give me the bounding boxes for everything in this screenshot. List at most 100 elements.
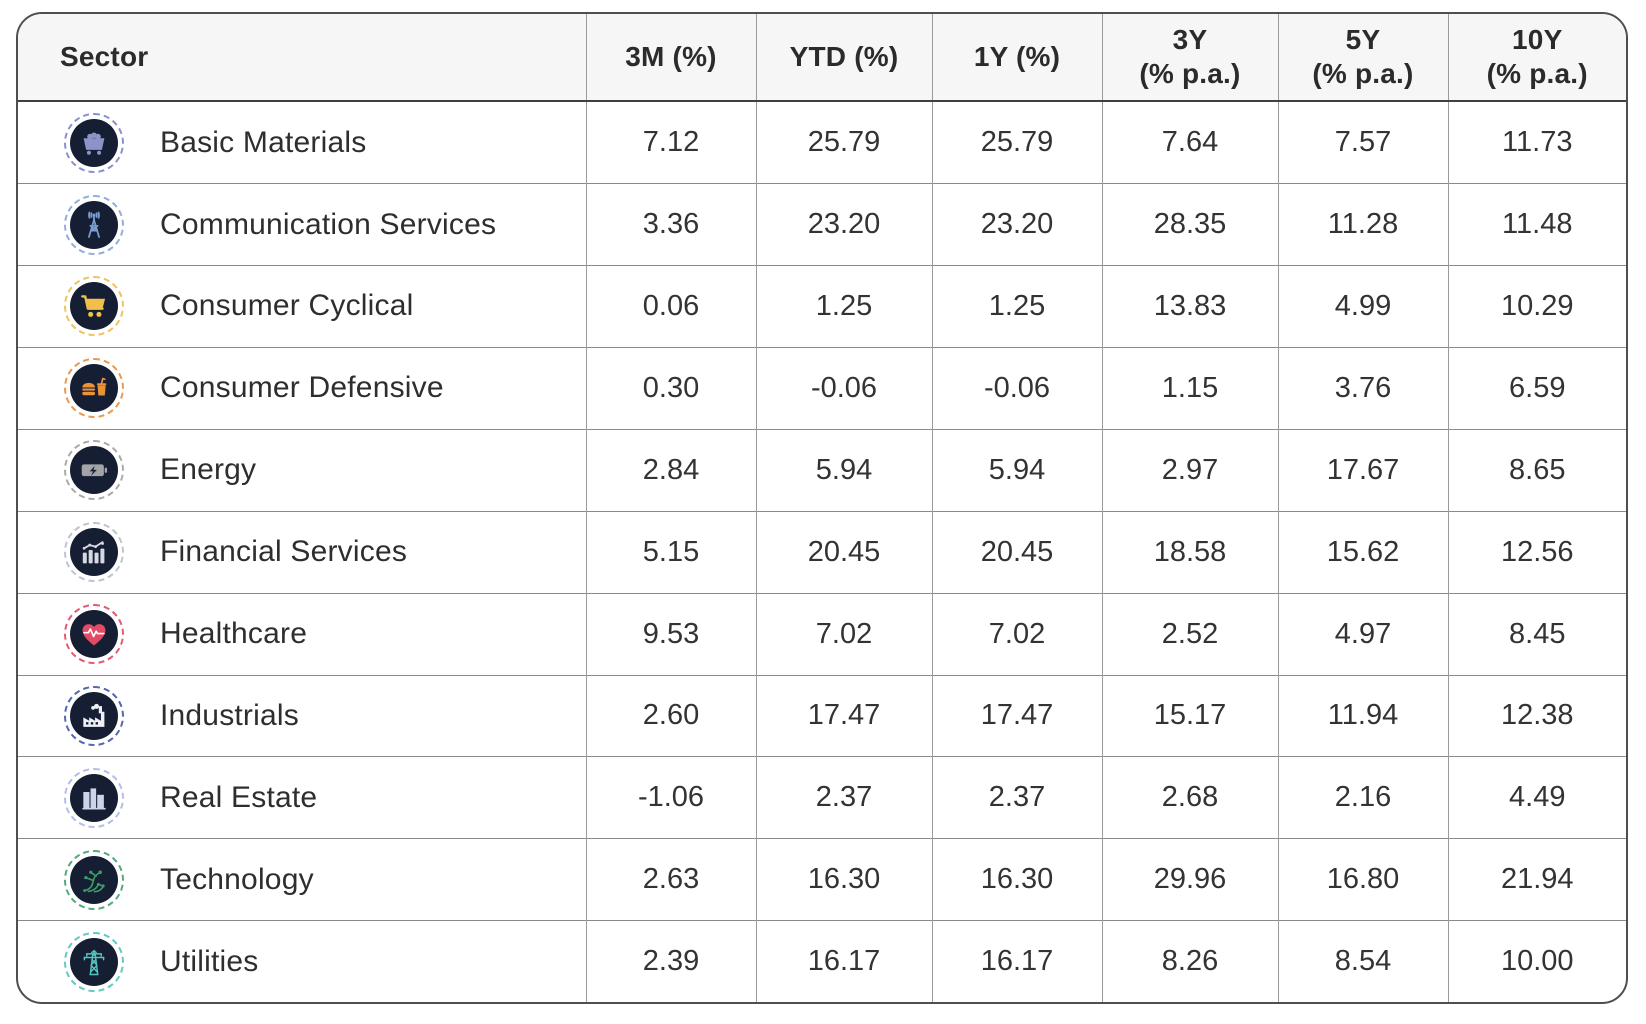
value-cell-3y: 8.26 — [1101, 920, 1278, 1002]
value-cell-ytd: 20.45 — [755, 510, 932, 594]
value-cell-10y: 11.73 — [1447, 101, 1626, 184]
sector-performance-table: Sector 3M (%) YTD (%) 1Y (%) 3Y (% p.a.)… — [16, 12, 1628, 1004]
value-cell-3y: 7.64 — [1101, 101, 1278, 184]
value-cell-1y: -0.06 — [931, 346, 1102, 430]
power-pylon-icon — [64, 931, 124, 992]
value-cell-ytd: 25.79 — [755, 101, 932, 184]
burger-drink-icon — [64, 358, 124, 419]
sector-label: Healthcare — [160, 617, 308, 651]
value-cell-3y: 1.15 — [1101, 346, 1278, 430]
value-cell-3y: 29.96 — [1101, 838, 1278, 921]
value-cell-3m: 3.36 — [585, 183, 756, 266]
sector-cell: Utilities — [18, 920, 586, 1002]
sector-cell: Financial Services — [18, 510, 586, 594]
header-row: Sector 3M (%) YTD (%) 1Y (%) 3Y (% p.a.)… — [18, 14, 1626, 102]
value-cell-3m: 2.60 — [585, 674, 756, 757]
table-row: Energy 2.84 5.94 5.94 2.97 17.67 8.65 — [18, 428, 1626, 512]
sector-label: Industrials — [160, 698, 299, 732]
value-cell-3y: 13.83 — [1101, 264, 1278, 348]
value-cell-3m: 9.53 — [585, 592, 756, 676]
radio-tower-icon — [64, 194, 124, 255]
table-body: Basic Materials 7.12 25.79 25.79 7.64 7.… — [18, 101, 1626, 1002]
value-cell-3m: 5.15 — [585, 510, 756, 594]
table-row: Communication Services 3.36 23.20 23.20 … — [18, 183, 1626, 266]
value-cell-ytd: 16.30 — [755, 838, 932, 921]
value-cell-5y: 4.97 — [1277, 592, 1448, 676]
table-row: Real Estate -1.06 2.37 2.37 2.68 2.16 4.… — [18, 756, 1626, 839]
value-cell-1y: 16.17 — [931, 920, 1102, 1002]
value-cell-5y: 15.62 — [1277, 510, 1448, 594]
value-cell-5y: 8.54 — [1277, 920, 1448, 1002]
value-cell-3y: 2.68 — [1101, 756, 1278, 839]
value-cell-1y: 7.02 — [931, 592, 1102, 676]
sector-cell: Healthcare — [18, 592, 586, 676]
value-cell-10y: 8.65 — [1447, 428, 1626, 512]
sector-cell: Industrials — [18, 674, 586, 757]
table-row: Consumer Cyclical 0.06 1.25 1.25 13.83 4… — [18, 264, 1626, 348]
table-row: Utilities 2.39 16.17 16.17 8.26 8.54 10.… — [18, 920, 1626, 1002]
value-cell-10y: 12.56 — [1447, 510, 1626, 594]
col-header-sector: Sector — [18, 14, 586, 102]
value-cell-1y: 1.25 — [931, 264, 1102, 348]
table-row: Industrials 2.60 17.47 17.47 15.17 11.94… — [18, 674, 1626, 757]
battery-icon — [64, 440, 124, 501]
value-cell-1y: 16.30 — [931, 838, 1102, 921]
value-cell-1y: 25.79 — [931, 101, 1102, 184]
sector-label: Consumer Defensive — [160, 371, 444, 405]
table-row: Healthcare 9.53 7.02 7.02 2.52 4.97 8.45 — [18, 592, 1626, 676]
sector-cell: Consumer Cyclical — [18, 264, 586, 348]
value-cell-1y: 20.45 — [931, 510, 1102, 594]
bar-chart-icon — [64, 522, 124, 583]
sector-cell: Communication Services — [18, 183, 586, 266]
value-cell-1y: 17.47 — [931, 674, 1102, 757]
sector-label: Technology — [160, 862, 314, 896]
value-cell-10y: 8.45 — [1447, 592, 1626, 676]
sector-label: Basic Materials — [160, 125, 367, 159]
col-header-3m: 3M (%) — [585, 14, 756, 102]
col-header-1y: 1Y (%) — [931, 14, 1102, 102]
value-cell-5y: 7.57 — [1277, 101, 1448, 184]
value-cell-10y: 6.59 — [1447, 346, 1626, 430]
circuit-icon — [64, 849, 124, 910]
value-cell-ytd: 23.20 — [755, 183, 932, 266]
heart-ecg-icon — [64, 604, 124, 665]
value-cell-10y: 11.48 — [1447, 183, 1626, 266]
value-cell-ytd: 7.02 — [755, 592, 932, 676]
sector-cell: Energy — [18, 428, 586, 512]
sector-cell: Consumer Defensive — [18, 346, 586, 430]
value-cell-10y: 4.49 — [1447, 756, 1626, 839]
col-header-3y: 3Y (% p.a.) — [1101, 14, 1278, 102]
value-cell-ytd: 16.17 — [755, 920, 932, 1002]
value-cell-10y: 21.94 — [1447, 838, 1626, 921]
value-cell-1y: 23.20 — [931, 183, 1102, 266]
value-cell-10y: 10.29 — [1447, 264, 1626, 348]
value-cell-3m: 2.39 — [585, 920, 756, 1002]
value-cell-3y: 2.97 — [1101, 428, 1278, 512]
col-header-5y: 5Y (% p.a.) — [1277, 14, 1448, 102]
col-header-ytd: YTD (%) — [755, 14, 932, 102]
value-cell-ytd: -0.06 — [755, 346, 932, 430]
table-row: Technology 2.63 16.30 16.30 29.96 16.80 … — [18, 838, 1626, 921]
mine-cart-icon — [64, 112, 124, 173]
sector-label: Financial Services — [160, 535, 408, 569]
value-cell-1y: 2.37 — [931, 756, 1102, 839]
table-row: Basic Materials 7.12 25.79 25.79 7.64 7.… — [18, 101, 1626, 184]
sector-cell: Basic Materials — [18, 101, 586, 184]
value-cell-5y: 17.67 — [1277, 428, 1448, 512]
sector-label: Energy — [160, 453, 257, 487]
value-cell-3m: -1.06 — [585, 756, 756, 839]
value-cell-ytd: 17.47 — [755, 674, 932, 757]
value-cell-3m: 0.30 — [585, 346, 756, 430]
table-row: Financial Services 5.15 20.45 20.45 18.5… — [18, 510, 1626, 594]
value-cell-3y: 2.52 — [1101, 592, 1278, 676]
table-header: Sector 3M (%) YTD (%) 1Y (%) 3Y (% p.a.)… — [18, 14, 1626, 102]
performance-table: Sector 3M (%) YTD (%) 1Y (%) 3Y (% p.a.)… — [18, 14, 1626, 1002]
value-cell-ytd: 5.94 — [755, 428, 932, 512]
value-cell-5y: 11.28 — [1277, 183, 1448, 266]
sector-label: Utilities — [160, 944, 259, 978]
value-cell-3m: 2.84 — [585, 428, 756, 512]
value-cell-10y: 12.38 — [1447, 674, 1626, 757]
value-cell-5y: 2.16 — [1277, 756, 1448, 839]
value-cell-3m: 7.12 — [585, 101, 756, 184]
value-cell-ytd: 1.25 — [755, 264, 932, 348]
